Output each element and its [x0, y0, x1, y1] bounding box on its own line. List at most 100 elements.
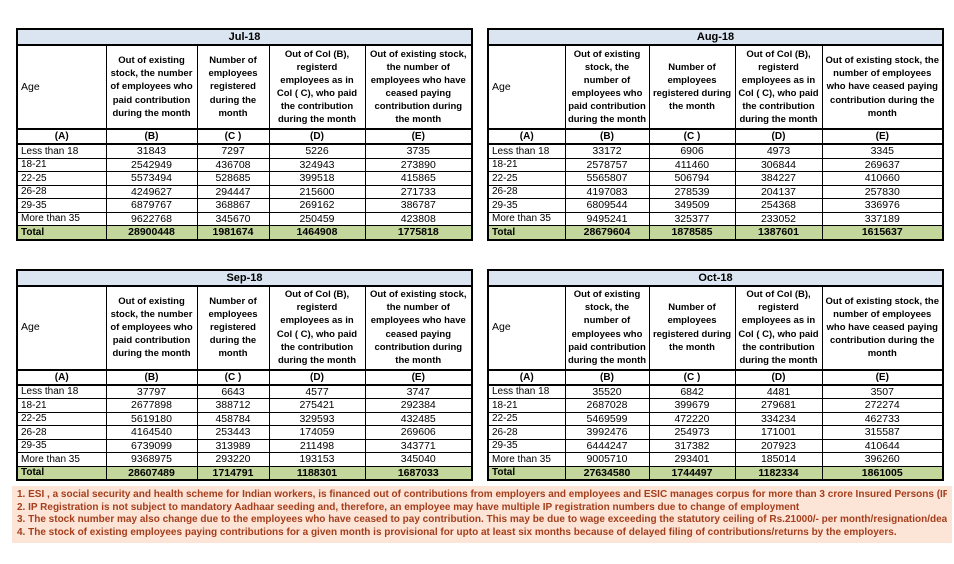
value-cell: 415865 — [364, 171, 473, 186]
value-cell: 269637 — [821, 157, 944, 172]
col-c-header: Number of employees registered during th… — [196, 285, 270, 370]
value-cell: 313989 — [196, 438, 270, 453]
col-d-header: Out of Col (B), registerd employees as i… — [268, 44, 366, 130]
value-cell: 2542949 — [105, 157, 198, 172]
value-cell: 472220 — [648, 411, 736, 426]
table-row: 22-25 5469599 472220 334234 462733 — [487, 411, 944, 426]
col-letter-b: (B) — [564, 128, 650, 145]
value-cell: 506794 — [648, 171, 736, 186]
col-b-header: Out of existing stock, the number of emp… — [105, 285, 198, 370]
value-cell: 253443 — [196, 425, 270, 440]
col-d-header: Out of Col (B), registerd employees as i… — [734, 285, 823, 370]
age-column-header: Age — [487, 44, 566, 130]
value-cell: 4481 — [734, 384, 823, 399]
age-cell: 29-35 — [487, 198, 566, 213]
value-cell: 171001 — [734, 425, 823, 440]
value-cell: 250459 — [268, 211, 366, 226]
age-cell: Less than 18 — [487, 143, 566, 159]
value-cell: 254973 — [648, 425, 736, 440]
col-letter-d: (D) — [268, 128, 366, 145]
age-cell: 26-28 — [16, 425, 107, 440]
col-letter-e: (E) — [364, 368, 473, 386]
table-row: 22-25 5619180 458784 329593 432485 — [16, 411, 473, 426]
age-cell: 29-35 — [487, 438, 566, 453]
value-cell: 3747 — [364, 384, 473, 399]
value-cell: 317382 — [648, 438, 736, 453]
table-row: 29-35 6809544 349509 254368 336976 — [487, 198, 944, 213]
total-cell: 1188301 — [268, 465, 366, 481]
table-row: 18-21 2677898 388712 275421 292384 — [16, 398, 473, 413]
value-cell: 293401 — [648, 452, 736, 467]
age-cell: 22-25 — [16, 411, 107, 426]
col-c-header: Number of employees registered during th… — [648, 44, 736, 130]
month-title: Sep-18 — [16, 269, 473, 287]
value-cell: 215600 — [268, 184, 366, 199]
value-cell: 233052 — [734, 211, 823, 226]
total-row: Total 28679604 1878585 1387601 1615637 — [487, 225, 944, 240]
age-cell: More than 35 — [487, 452, 566, 467]
col-letter-d: (D) — [268, 368, 366, 386]
age-cell: Less than 18 — [487, 384, 566, 399]
table-row: 26-28 4249627 294447 215600 271733 — [16, 184, 473, 199]
age-cell: 18-21 — [487, 398, 566, 413]
col-c-header: Number of employees registered during th… — [196, 44, 270, 130]
footnote-4: 4. The stock of existing employees payin… — [17, 526, 897, 538]
table-row: Less than 18 31843 7297 5226 3735 — [16, 143, 473, 159]
value-cell: 294447 — [196, 184, 270, 199]
total-cell: 1744497 — [648, 465, 736, 481]
total-cell: 1615637 — [821, 225, 944, 240]
month-title: Jul-18 — [16, 28, 473, 46]
footnote-2: 2. IP Registration is not subject to man… — [17, 501, 800, 513]
col-letter-a: (A) — [16, 128, 107, 145]
value-cell: 9495241 — [564, 211, 650, 226]
value-cell: 185014 — [734, 452, 823, 467]
age-cell: Less than 18 — [16, 384, 107, 399]
value-cell: 211498 — [268, 438, 366, 453]
total-label: Total — [487, 465, 566, 481]
total-cell: 1861005 — [821, 465, 944, 481]
table-row: Less than 18 33172 6906 4973 3345 — [487, 143, 944, 159]
age-cell: 22-25 — [16, 171, 107, 186]
value-cell: 6809544 — [564, 198, 650, 213]
total-cell: 1775818 — [364, 225, 473, 240]
total-cell: 1878585 — [648, 225, 736, 240]
table-row: 26-28 3992476 254973 171001 315587 — [487, 425, 944, 440]
value-cell: 399518 — [268, 171, 366, 186]
value-cell: 3735 — [364, 143, 473, 159]
total-row: Total 27634580 1744497 1182334 1861005 — [487, 465, 944, 481]
col-letter-d: (D) — [734, 128, 823, 145]
value-cell: 271733 — [364, 184, 473, 199]
value-cell: 204137 — [734, 184, 823, 199]
col-letter-c: (C ) — [648, 368, 736, 386]
value-cell: 325377 — [648, 211, 736, 226]
table-row: 18-21 2687028 399679 279681 272274 — [487, 398, 944, 413]
table-row: 18-21 2542949 436708 324943 273890 — [16, 157, 473, 172]
footnote-3: 3. The stock number may also change due … — [17, 514, 947, 526]
table-row: More than 35 9005710 293401 185014 396260 — [487, 452, 944, 467]
table-row: Less than 18 35520 6842 4481 3507 — [487, 384, 944, 399]
value-cell: 345040 — [364, 452, 473, 467]
value-cell: 528685 — [196, 171, 270, 186]
value-cell: 436708 — [196, 157, 270, 172]
age-cell: More than 35 — [487, 211, 566, 226]
value-cell: 37797 — [105, 384, 198, 399]
col-d-header: Out of Col (B), registerd employees as i… — [734, 44, 823, 130]
total-cell: 1714791 — [196, 465, 270, 481]
value-cell: 386787 — [364, 198, 473, 213]
col-e-header: Out of existing stock, the number of emp… — [821, 285, 944, 370]
value-cell: 35520 — [564, 384, 650, 399]
value-cell: 2687028 — [564, 398, 650, 413]
value-cell: 6643 — [196, 384, 270, 399]
value-cell: 9368975 — [105, 452, 198, 467]
value-cell: 4197083 — [564, 184, 650, 199]
value-cell: 396260 — [821, 452, 944, 467]
table-row: More than 35 9622768 345670 250459 423808 — [16, 211, 473, 226]
col-letter-e: (E) — [364, 128, 473, 145]
age-column-header: Age — [16, 285, 107, 370]
value-cell: 3345 — [821, 143, 944, 159]
total-cell: 1387601 — [734, 225, 823, 240]
month-table-oct-18: Oct-18 Age Out of existing stock, the nu… — [487, 268, 944, 481]
value-cell: 399679 — [648, 398, 736, 413]
value-cell: 273890 — [364, 157, 473, 172]
col-letter-c: (C ) — [648, 128, 736, 145]
